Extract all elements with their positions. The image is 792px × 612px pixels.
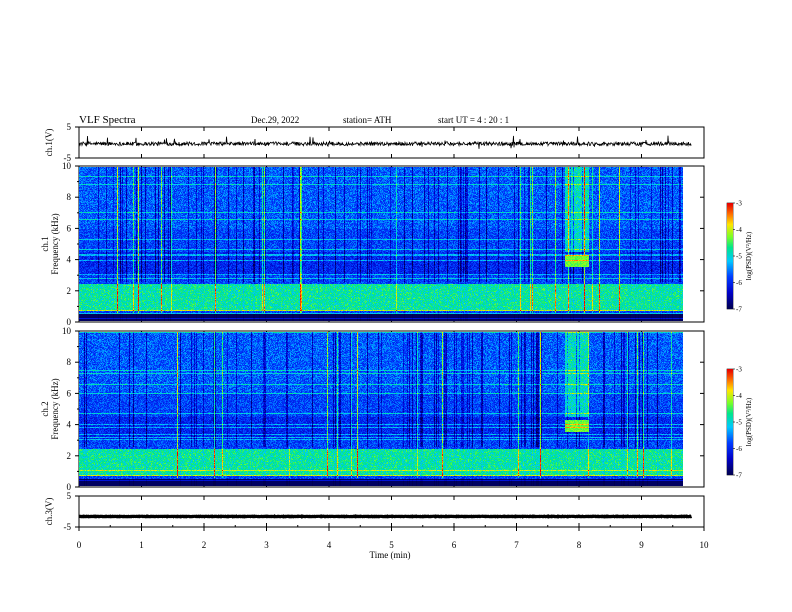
ch3-waveform-trace [78, 514, 693, 519]
x-tick-label: 5 [389, 540, 394, 550]
ch1-colorbar [727, 203, 733, 309]
ch1-spectrogram-colorbar-tick-label: -5 [736, 253, 742, 261]
ch2-spectrogram-ytick-label: 6 [67, 388, 72, 398]
x-tick-label: 9 [639, 540, 644, 550]
x-tick-label: 7 [514, 540, 519, 550]
ch2-spectrogram-colorbar-tick-label: -7 [736, 472, 742, 480]
figure-date: Dec.29, 2022 [251, 115, 299, 125]
ch1-spectrogram-ytick-label: 4 [67, 255, 72, 265]
x-tick-label: 0 [77, 540, 82, 550]
ch3-waveform-ytick-label: -5 [64, 522, 72, 532]
figure-station: station= ATH [343, 115, 392, 125]
ch2-spectrogram-ytick-label: 10 [62, 326, 72, 336]
ch1-spectrogram-colorbar-tick-label: -6 [736, 279, 742, 287]
x-tick-label: 4 [327, 540, 332, 550]
x-tick-label: 6 [452, 540, 457, 550]
ch1-spectrogram-colorbar-tick-label: -3 [736, 200, 742, 208]
ch2-spectrogram-ytick-label: 2 [67, 451, 72, 461]
x-axis-label: Time (min) [370, 550, 411, 560]
ch1-waveform-frame [78, 126, 705, 159]
ch1-spectrogram-ytick-label: 10 [62, 161, 72, 171]
ch2-spectrogram-image [79, 332, 695, 486]
ch1-spectrogram-ytick-label: 2 [67, 286, 72, 296]
ch1-spectrogram-colorbar-label: log(PSD)(V²/Hz) [745, 231, 753, 280]
x-tick-label: 10 [700, 540, 710, 550]
ch3-waveform-frame [78, 495, 705, 528]
trace-layer [78, 135, 693, 519]
ch1-spectrogram-ylabel: ch.1Frequency (kHz) [40, 213, 60, 274]
ch2-spectrogram-colorbar-tick-label: -3 [736, 366, 742, 374]
ch1-spectrogram-ytick-label: 6 [67, 223, 72, 233]
ch2-spectrogram-ytick-label: 0 [67, 482, 72, 492]
ch2-spectrogram-colorbar-tick-label: -6 [736, 445, 742, 453]
ch2-spectrogram-ytick-label: 8 [67, 357, 72, 367]
ch3-waveform-ytick-label: 5 [67, 491, 72, 501]
x-tick-label: 3 [264, 540, 269, 550]
ch2-spectrogram-ylabel: ch.2Frequency (kHz) [40, 378, 60, 439]
ch1-waveform-ylabel: ch.1(V) [44, 129, 54, 157]
ch1-spectrogram-ytick-label: 8 [67, 192, 72, 202]
ch2-spectrogram-colorbar-label: log(PSD)(V²/Hz) [745, 397, 753, 446]
ch2-colorbar [727, 369, 733, 475]
x-tick-label: 2 [202, 540, 207, 550]
ch1-waveform-ytick-label: 5 [67, 122, 72, 132]
ch1-spectrogram-image [79, 167, 695, 321]
ch2-spectrogram-colorbar-tick-label: -4 [736, 392, 742, 400]
figure-start-time: start UT = 4 : 20 : 1 [438, 115, 509, 125]
ch1-waveform-ytick-label: -5 [64, 153, 72, 163]
figure-title: VLF Spectra [79, 114, 136, 126]
ch3-waveform-ylabel: ch.3(V) [44, 498, 54, 526]
ch2-spectrogram-colorbar-tick-label: -5 [736, 419, 742, 427]
ch1-spectrogram-colorbar-tick-label: -7 [736, 306, 742, 314]
x-tick-label: 1 [139, 540, 144, 550]
ch1-spectrogram-ytick-label: 0 [67, 317, 72, 327]
x-tick-label: 8 [577, 540, 582, 550]
ch1-waveform-trace [78, 135, 692, 149]
ch1-spectrogram-colorbar-tick-label: -4 [736, 226, 742, 234]
ch2-spectrogram-ytick-label: 4 [67, 420, 72, 430]
